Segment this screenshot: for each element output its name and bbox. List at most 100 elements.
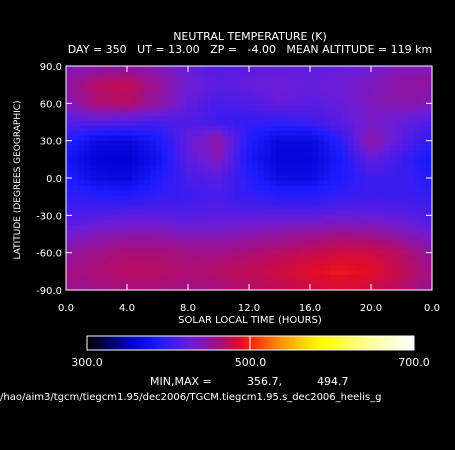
heatmap-cell — [228, 200, 235, 206]
heatmap-cell — [252, 225, 259, 231]
heatmap-cell — [96, 270, 103, 276]
heatmap-cell — [228, 260, 235, 266]
heatmap-cell — [408, 70, 415, 77]
heatmap-cell — [192, 140, 199, 147]
heatmap-cell — [168, 220, 175, 226]
heatmap-cell — [96, 165, 103, 172]
heatmap-cell — [270, 195, 277, 201]
heatmap-cell — [390, 265, 397, 271]
heatmap-cell — [198, 210, 205, 216]
heatmap-cell — [120, 240, 127, 246]
heatmap-cell — [348, 285, 355, 291]
heatmap-cell — [396, 240, 403, 246]
heatmap-cell — [372, 235, 379, 241]
heatmap-cell — [312, 165, 319, 172]
heatmap-cell — [72, 275, 79, 281]
heatmap-cell — [264, 270, 271, 276]
heatmap-cell — [192, 265, 199, 271]
heatmap-cell — [276, 100, 283, 107]
heatmap-cell — [204, 105, 211, 112]
heatmap-cell — [402, 250, 409, 256]
heatmap-cell — [174, 235, 181, 241]
heatmap-cell — [378, 135, 385, 142]
heatmap-cell — [186, 285, 193, 291]
heatmap-cell — [114, 265, 121, 271]
heatmap-cell — [348, 95, 355, 102]
heatmap-cell — [198, 190, 205, 197]
heatmap-cell — [144, 190, 151, 197]
heatmap-cell — [396, 150, 403, 157]
heatmap-cell — [78, 75, 85, 82]
heatmap-cell — [294, 280, 301, 286]
heatmap-cell — [234, 200, 241, 206]
heatmap-cell — [120, 170, 127, 177]
heatmap-cell — [408, 100, 415, 107]
heatmap-cell — [300, 66, 307, 72]
heatmap-cell — [174, 66, 181, 72]
heatmap-cell — [300, 220, 307, 226]
heatmap-cell — [102, 160, 109, 167]
heatmap-cell — [258, 80, 265, 87]
heatmap-cell — [90, 205, 97, 211]
heatmap-cell — [180, 265, 187, 271]
heatmap-cell — [222, 215, 229, 221]
heatmap-cell — [72, 235, 79, 241]
heatmap-cell — [420, 110, 427, 117]
heatmap-cell — [276, 85, 283, 92]
heatmap-cell — [156, 230, 163, 236]
heatmap-cell — [336, 150, 343, 157]
heatmap-cell — [168, 205, 175, 211]
heatmap-cell — [384, 265, 391, 271]
heatmap-cell — [360, 200, 367, 206]
heatmap-cell — [390, 75, 397, 82]
heatmap-cell — [186, 180, 193, 187]
heatmap-cell — [216, 185, 223, 192]
heatmap-cell — [276, 170, 283, 177]
heatmap-cell — [210, 145, 217, 152]
heatmap-cell — [126, 90, 133, 97]
heatmap-cell — [186, 70, 193, 77]
heatmap-cell — [366, 135, 373, 142]
heatmap-cell — [150, 130, 157, 137]
heatmap-cell — [282, 66, 289, 72]
heatmap-cell — [426, 230, 433, 236]
heatmap-cell — [276, 225, 283, 231]
heatmap-cell — [162, 180, 169, 187]
heatmap-cell — [150, 265, 157, 271]
heatmap-cell — [180, 270, 187, 276]
heatmap-cell — [276, 265, 283, 271]
heatmap-cell — [408, 90, 415, 97]
heatmap-cell — [252, 260, 259, 266]
heatmap-cell — [324, 100, 331, 107]
heatmap-cell — [144, 135, 151, 142]
heatmap-cell — [372, 70, 379, 77]
heatmap-cell — [426, 90, 433, 97]
heatmap-cell — [276, 160, 283, 167]
heatmap-cell — [240, 220, 247, 226]
heatmap-cell — [372, 66, 379, 72]
heatmap-cell — [324, 270, 331, 276]
heatmap-cell — [180, 170, 187, 177]
heatmap-cell — [306, 120, 313, 127]
heatmap-cell — [114, 100, 121, 107]
heatmap-cell — [216, 200, 223, 206]
heatmap-cell — [90, 275, 97, 281]
heatmap-cell — [72, 205, 79, 211]
heatmap-cell — [396, 260, 403, 266]
heatmap-cell — [258, 160, 265, 167]
heatmap-cell — [390, 160, 397, 167]
heatmap-cell — [120, 165, 127, 172]
heatmap-cell — [330, 120, 337, 127]
heatmap-cell — [120, 265, 127, 271]
heatmap-cell — [318, 105, 325, 112]
heatmap-cell — [420, 155, 427, 162]
heatmap-cell — [84, 170, 91, 177]
heatmap-cell — [378, 280, 385, 286]
heatmap-cell — [264, 145, 271, 152]
heatmap-cell — [252, 80, 259, 87]
heatmap-cell — [276, 250, 283, 256]
heatmap-cell — [192, 205, 199, 211]
heatmap-cell — [102, 255, 109, 261]
heatmap-cell — [276, 150, 283, 157]
heatmap-cell — [216, 66, 223, 72]
